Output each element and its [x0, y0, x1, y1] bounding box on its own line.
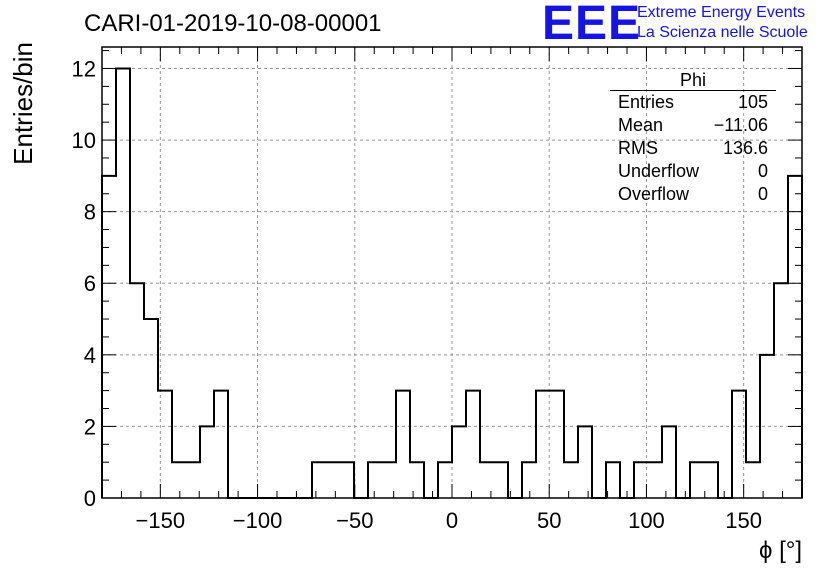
histogram-bin: [774, 283, 788, 498]
histogram-bin: [550, 391, 564, 498]
histogram-bin: [438, 462, 452, 498]
histogram-bin: [312, 462, 326, 498]
histogram-bin: [606, 462, 620, 498]
stats-label: Underflow: [618, 161, 700, 181]
histogram-bin: [578, 426, 592, 498]
stats-label: Mean: [618, 115, 664, 135]
x-tick-label: 100: [628, 508, 665, 533]
eee-logo: EEE: [542, 0, 642, 50]
histogram-bin: [452, 426, 466, 498]
x-tick-label: −150: [136, 508, 186, 533]
logo-text-line2: La Scienza nelle Scuole: [637, 24, 808, 41]
stats-value: 0: [757, 161, 768, 181]
y-tick-label: 6: [84, 271, 96, 296]
histogram-bin: [172, 462, 186, 498]
x-tick-label: 150: [725, 508, 762, 533]
x-axis-label: ϕ [°]: [759, 537, 802, 564]
histogram-bin: [466, 391, 480, 498]
histogram-bin: [522, 462, 536, 498]
histogram-bin: [746, 462, 760, 498]
y-tick-label: 4: [84, 343, 96, 368]
stats-label: Overflow: [618, 184, 690, 204]
x-tick-label: 0: [446, 508, 458, 533]
histogram-bin: [494, 462, 508, 498]
y-tick-label: 8: [84, 200, 96, 225]
stats-label: Entries: [618, 92, 675, 112]
y-tick-label: 0: [84, 486, 96, 511]
stats-label: RMS: [618, 138, 658, 158]
stats-row-overflow: Overflow 0: [610, 183, 776, 206]
histogram-bin: [144, 319, 158, 498]
histogram-bin: [410, 462, 424, 498]
histogram-bin: [200, 426, 214, 498]
stats-row-entries: Entries 105: [610, 91, 776, 114]
x-tick-label: −50: [336, 508, 373, 533]
stats-value: 0: [757, 184, 768, 204]
stats-row-rms: RMS 136.6: [610, 137, 776, 160]
histogram-bin: [662, 426, 676, 498]
histogram-bin: [214, 391, 228, 498]
histogram-bin: [326, 462, 340, 498]
histogram-bin: [480, 462, 494, 498]
stats-title: Phi: [610, 70, 776, 91]
histogram-bin: [130, 283, 144, 498]
histogram-outline: [101, 67, 803, 499]
histogram-bin: [396, 391, 410, 498]
histogram-bin: [186, 462, 200, 498]
stats-box: Phi Entries 105 Mean −11.06 RMS 136.6 Un…: [610, 70, 776, 206]
histogram-bin: [368, 462, 382, 498]
stats-row-underflow: Underflow 0: [610, 160, 776, 183]
logo-text-line1: Extreme Energy Events: [637, 4, 806, 21]
histogram-bin: [648, 462, 662, 498]
x-tick-label: −100: [233, 508, 283, 533]
y-tick-label: 10: [72, 128, 96, 153]
stats-value: 105: [737, 92, 768, 112]
y-tick-label: 12: [72, 56, 96, 81]
histogram-bin: [634, 462, 648, 498]
stats-value: 136.6: [722, 138, 768, 158]
y-tick-label: 2: [84, 414, 96, 439]
stats-value: −11.06: [713, 115, 768, 135]
chart-title: CARI-01-2019-10-08-00001: [84, 10, 382, 37]
histogram-bin: [536, 391, 550, 498]
stats-row-mean: Mean −11.06: [610, 114, 776, 137]
histogram-bin: [340, 462, 354, 498]
histogram-bin: [690, 462, 704, 498]
histogram-bin: [704, 462, 718, 498]
histogram-bin: [564, 462, 578, 498]
x-tick-label: 50: [537, 508, 561, 533]
y-axis-label: Entries/bin: [8, 42, 38, 165]
